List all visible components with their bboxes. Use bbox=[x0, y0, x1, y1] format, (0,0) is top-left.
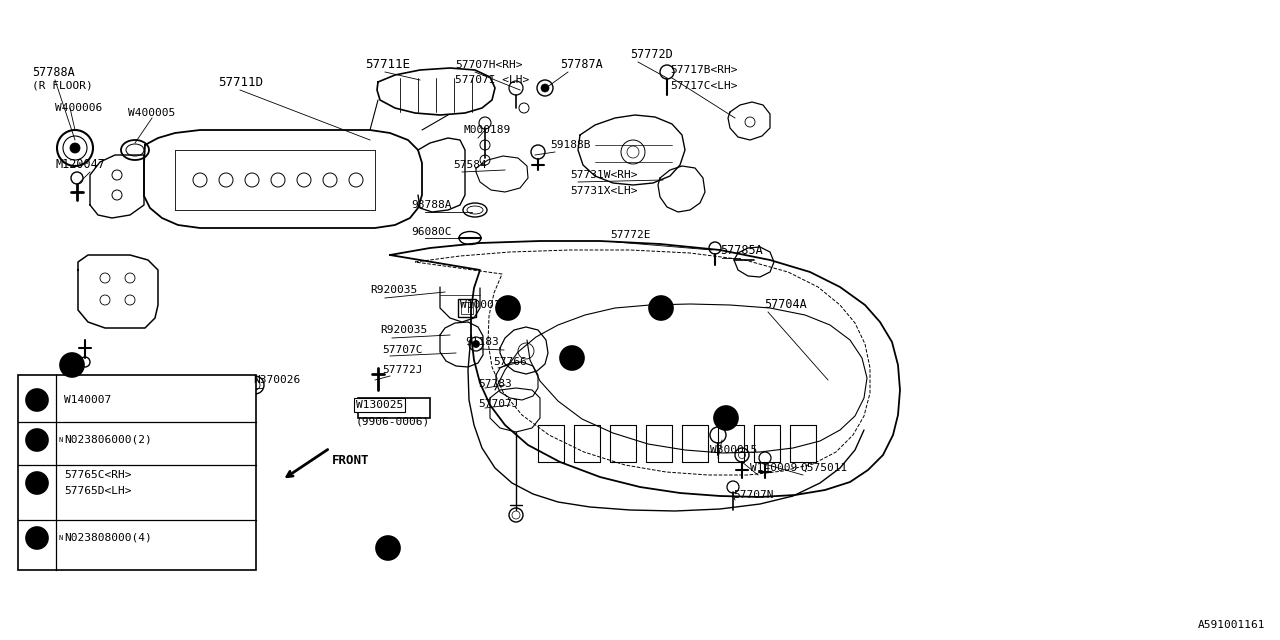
Text: 1: 1 bbox=[658, 303, 664, 313]
Text: W400005: W400005 bbox=[128, 108, 175, 118]
Text: 57765D<LH>: 57765D<LH> bbox=[64, 486, 132, 496]
Text: 57766: 57766 bbox=[493, 357, 527, 367]
Text: N023808000(4): N023808000(4) bbox=[64, 533, 152, 543]
Bar bbox=[18, 375, 256, 570]
Text: A591001161: A591001161 bbox=[1198, 620, 1265, 630]
Circle shape bbox=[714, 406, 739, 430]
Text: W140007: W140007 bbox=[64, 395, 111, 405]
Text: (9906-0006): (9906-0006) bbox=[356, 417, 430, 427]
Text: 1: 1 bbox=[69, 360, 76, 370]
Text: (R FLOOR): (R FLOOR) bbox=[32, 81, 92, 91]
Text: 57717B<RH>: 57717B<RH> bbox=[669, 65, 737, 75]
Text: 57731X<LH>: 57731X<LH> bbox=[570, 186, 637, 196]
Text: 57707I <LH>: 57707I <LH> bbox=[454, 75, 529, 85]
Text: 91183: 91183 bbox=[465, 337, 499, 347]
Text: 57772D: 57772D bbox=[630, 49, 673, 61]
Text: 57788A: 57788A bbox=[32, 65, 74, 79]
Text: N023806000(2): N023806000(2) bbox=[64, 435, 152, 445]
Text: 57772E: 57772E bbox=[611, 230, 650, 240]
Circle shape bbox=[26, 527, 49, 549]
Text: 1: 1 bbox=[33, 395, 40, 405]
Text: 57783: 57783 bbox=[477, 379, 512, 389]
Text: 98788A: 98788A bbox=[411, 200, 452, 210]
Text: M120047: M120047 bbox=[55, 159, 105, 172]
Text: Q575011: Q575011 bbox=[800, 463, 847, 473]
Circle shape bbox=[26, 429, 49, 451]
Text: 3: 3 bbox=[33, 478, 40, 488]
Text: 57707H<RH>: 57707H<RH> bbox=[454, 60, 522, 70]
Text: 2: 2 bbox=[33, 435, 40, 445]
Circle shape bbox=[497, 296, 520, 320]
Text: 57731W<RH>: 57731W<RH> bbox=[570, 170, 637, 180]
Text: 57704A: 57704A bbox=[764, 298, 806, 312]
Bar bbox=[358, 398, 430, 418]
Circle shape bbox=[472, 340, 480, 348]
Text: 1: 1 bbox=[723, 413, 730, 423]
Text: FRONT: FRONT bbox=[332, 454, 370, 467]
Circle shape bbox=[649, 296, 673, 320]
Text: W400006: W400006 bbox=[55, 103, 102, 113]
Circle shape bbox=[26, 389, 49, 411]
Text: 57717C<LH>: 57717C<LH> bbox=[669, 81, 737, 91]
Text: R920035: R920035 bbox=[380, 325, 428, 335]
Text: 57711E: 57711E bbox=[365, 58, 410, 72]
Text: R920035: R920035 bbox=[370, 285, 417, 295]
Text: W140009: W140009 bbox=[750, 463, 797, 473]
Text: W100018: W100018 bbox=[460, 300, 507, 310]
Text: 59188B: 59188B bbox=[550, 140, 590, 150]
Text: N: N bbox=[59, 437, 63, 443]
Text: 57765C<RH>: 57765C<RH> bbox=[64, 470, 132, 480]
Bar bbox=[458, 299, 476, 317]
Text: N: N bbox=[59, 535, 63, 541]
Text: 57707C: 57707C bbox=[381, 345, 422, 355]
Bar bbox=[461, 302, 474, 314]
Text: M000189: M000189 bbox=[463, 125, 511, 135]
Text: W300015: W300015 bbox=[710, 445, 758, 455]
Circle shape bbox=[60, 353, 84, 377]
Text: 57711D: 57711D bbox=[218, 76, 262, 88]
Circle shape bbox=[70, 143, 79, 153]
Text: 3: 3 bbox=[504, 303, 511, 313]
Text: 96080C: 96080C bbox=[411, 227, 452, 237]
Text: 1: 1 bbox=[385, 543, 392, 553]
Text: 2: 2 bbox=[568, 353, 575, 363]
Text: 57707J: 57707J bbox=[477, 399, 518, 409]
Circle shape bbox=[26, 472, 49, 494]
Circle shape bbox=[376, 536, 399, 560]
Text: 57785A: 57785A bbox=[719, 243, 763, 257]
Text: N370026: N370026 bbox=[253, 375, 301, 385]
Text: 57787A: 57787A bbox=[561, 58, 603, 72]
Circle shape bbox=[541, 84, 549, 92]
Circle shape bbox=[561, 346, 584, 370]
Text: W130025: W130025 bbox=[356, 400, 403, 410]
Text: 57707N: 57707N bbox=[733, 490, 773, 500]
Text: 57772J: 57772J bbox=[381, 365, 422, 375]
Text: 57584: 57584 bbox=[453, 160, 486, 170]
Text: 4: 4 bbox=[33, 533, 40, 543]
